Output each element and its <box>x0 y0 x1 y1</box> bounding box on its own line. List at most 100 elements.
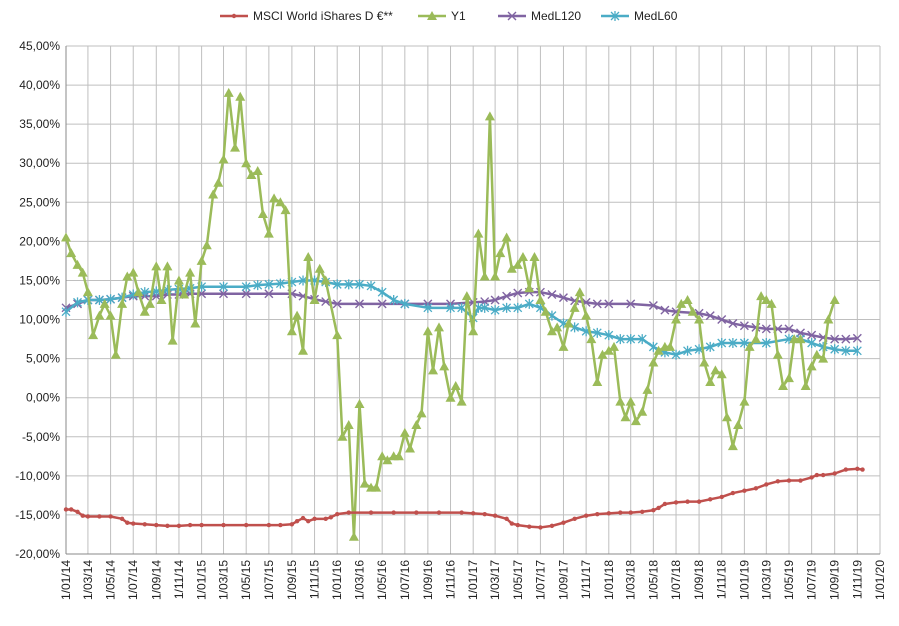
data-point <box>705 311 715 321</box>
data-point <box>223 87 234 97</box>
data-point <box>730 490 736 496</box>
y-tick-label: 0,00% <box>26 391 60 405</box>
data-point <box>167 335 178 345</box>
data-point <box>592 327 602 338</box>
data-point <box>416 408 427 418</box>
data-point <box>502 291 512 301</box>
data-point <box>179 289 190 299</box>
data-point <box>592 377 603 387</box>
data-point <box>61 232 71 242</box>
data-point <box>231 13 237 19</box>
data-point <box>264 279 274 290</box>
data-point <box>243 522 249 528</box>
data-point <box>651 508 656 513</box>
data-point <box>604 330 614 341</box>
data-point <box>750 334 761 344</box>
legend-label: Y1 <box>451 9 466 23</box>
data-point <box>82 287 93 297</box>
data-point <box>789 334 800 344</box>
data-point <box>764 482 769 487</box>
data-point <box>626 334 636 345</box>
data-point <box>230 142 241 152</box>
data-point <box>597 349 608 359</box>
y-tick-label: 15,00% <box>19 273 60 287</box>
data-point <box>337 431 348 441</box>
data-point <box>461 291 472 301</box>
data-point <box>269 193 280 203</box>
data-point <box>131 521 136 526</box>
data-point <box>547 290 557 300</box>
y-tick-label: 5,00% <box>26 352 60 366</box>
data-point <box>320 275 331 285</box>
data-point <box>323 516 328 522</box>
data-point <box>512 259 523 269</box>
data-point <box>558 341 569 351</box>
data-point <box>213 177 224 187</box>
data-point <box>366 280 376 291</box>
data-point <box>716 369 727 379</box>
x-axis-tick-labels: 1/01/14 1/03/14 1/05/14 1/07/14 1/09/14 1/11/… <box>59 560 887 600</box>
data-point <box>561 520 566 525</box>
data-point <box>314 263 325 273</box>
data-point <box>733 420 744 430</box>
data-point <box>721 412 732 422</box>
data-point <box>414 510 419 515</box>
data-point <box>705 341 715 352</box>
data-point <box>696 499 702 504</box>
data-point <box>829 295 840 304</box>
y-tick-label: 20,00% <box>19 234 60 248</box>
data-point <box>355 279 364 290</box>
data-point <box>280 205 291 215</box>
data-point <box>69 507 74 512</box>
x-tick-label: 1/05/15 <box>239 560 253 600</box>
data-point <box>173 275 184 285</box>
legend-item-y1: Y1 <box>418 9 466 23</box>
data-point <box>354 398 365 408</box>
data-point <box>552 322 563 332</box>
data-point <box>572 516 577 522</box>
data-point <box>495 248 506 258</box>
x-tick-label: 1/05/14 <box>104 560 118 600</box>
data-point <box>694 314 705 324</box>
y-tick-label: -15,00% <box>15 508 60 522</box>
data-point <box>527 524 532 529</box>
data-point <box>728 337 738 348</box>
data-point <box>502 302 512 313</box>
data-point <box>393 451 404 461</box>
data-point <box>574 287 585 297</box>
data-point <box>615 396 626 406</box>
chart-legend: MSCI World iShares D €** Y1 MedL120 MedL60 <box>220 9 678 23</box>
data-point <box>266 522 272 528</box>
data-point <box>94 295 104 305</box>
data-point <box>355 299 364 309</box>
x-tick-label: 1/07/16 <box>398 560 412 600</box>
x-tick-label: 1/03/17 <box>488 560 502 600</box>
data-point <box>328 515 334 520</box>
data-point <box>61 306 71 317</box>
data-point <box>625 396 636 406</box>
data-point <box>586 334 597 344</box>
data-point <box>382 455 393 465</box>
data-point <box>389 295 399 305</box>
x-tick-label: 1/01/15 <box>195 560 209 600</box>
data-point <box>94 310 105 320</box>
data-point <box>800 380 811 390</box>
data-point <box>275 197 286 207</box>
data-point <box>294 518 300 524</box>
x-tick-label: 1/01/16 <box>330 560 344 600</box>
x-tick-label: 1/09/15 <box>285 560 299 600</box>
data-point <box>371 482 382 492</box>
x-tick-label: 1/03/19 <box>759 560 773 600</box>
data-point <box>739 396 750 406</box>
data-point <box>809 475 814 480</box>
data-point <box>252 166 263 176</box>
data-point <box>241 158 252 168</box>
data-point <box>860 467 865 472</box>
data-point <box>241 289 251 299</box>
x-tick-label: 1/11/18 <box>715 560 729 599</box>
y-tick-label: 10,00% <box>19 313 60 327</box>
data-point <box>581 310 592 320</box>
data-point <box>289 522 295 527</box>
data-point <box>620 412 631 422</box>
